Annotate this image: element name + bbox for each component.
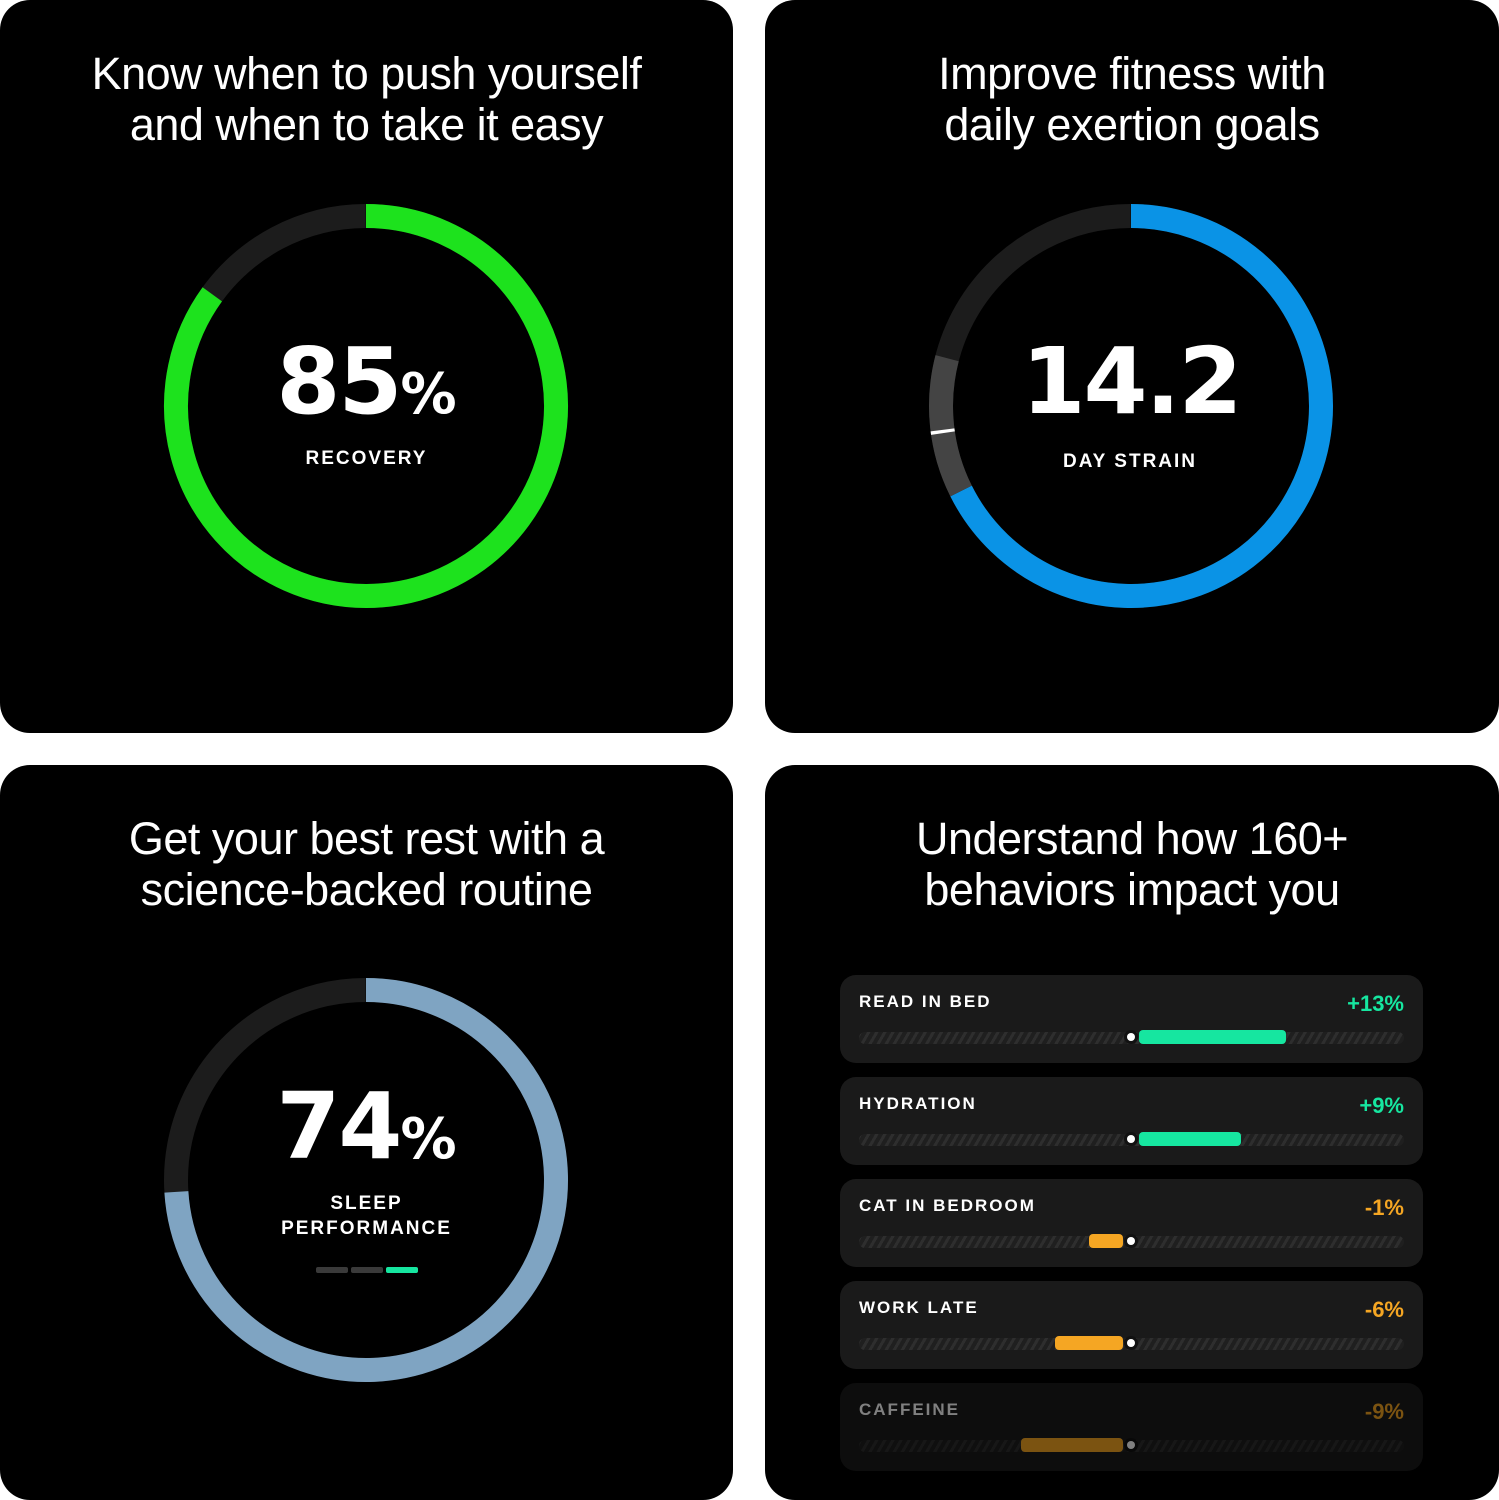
recovery-ring: [163, 204, 568, 608]
ring-progress: [950, 204, 1333, 608]
ring-progress: [164, 978, 568, 1382]
title-line: Know when to push yourself: [91, 48, 642, 99]
ring-progress: [164, 204, 568, 608]
baseline-dot: [1127, 1339, 1135, 1347]
value-unit: %: [400, 1107, 457, 1172]
label-line: PERFORMANCE: [281, 1218, 452, 1239]
behaviors-card: Understand how 160+ behaviors impact you …: [765, 765, 1499, 1500]
baseline-dot: [1127, 1237, 1135, 1245]
value-number: 85: [276, 328, 402, 435]
behavior-name: READ IN BED: [859, 992, 992, 1011]
recovery-card: Know when to push yourself and when to ta…: [0, 0, 733, 733]
title-line: science-backed routine: [140, 864, 593, 915]
title-line: Get your best rest with a: [128, 813, 605, 864]
sleep-label: SLEEP PERFORMANCE: [0, 1191, 733, 1241]
sleep-title: Get your best rest with a science-backed …: [0, 813, 733, 915]
sleep-value: 74%: [0, 1073, 733, 1180]
strain-label: DAY STRAIN: [1062, 451, 1198, 472]
behavior-row: CAFFEINE -9%: [840, 1383, 1423, 1471]
title-line: and when to take it easy: [129, 99, 604, 150]
value-unit: %: [400, 362, 457, 427]
strain-title: Improve fitness with daily exertion goals: [765, 48, 1499, 150]
value-number: 74: [276, 1073, 402, 1180]
behavior-impact: -9%: [1364, 1399, 1404, 1424]
behavior-name: CAFFEINE: [859, 1400, 960, 1419]
title-line: Understand how 160+: [915, 813, 1349, 864]
impact-bar: [1055, 1336, 1123, 1350]
sleep-ring: [163, 978, 568, 1382]
behavior-row: WORK LATE -6%: [840, 1281, 1423, 1369]
impact-bar: [1089, 1234, 1123, 1248]
behavior-impact: +9%: [1359, 1093, 1404, 1118]
behavior-name: HYDRATION: [859, 1094, 977, 1113]
behavior-name: WORK LATE: [859, 1298, 979, 1317]
title-line: behaviors impact you: [924, 864, 1340, 915]
impact-bar: [1139, 1030, 1286, 1044]
strain-ring: [928, 204, 1333, 608]
stage-segment: [351, 1267, 383, 1273]
strain-value: 14.2: [1021, 328, 1243, 435]
stage-segment: [386, 1267, 418, 1273]
behavior-row: CAT IN BEDROOM -1%: [840, 1179, 1423, 1267]
sleep-card: Get your best rest with a science-backed …: [0, 765, 733, 1500]
impact-bar: [1021, 1438, 1123, 1452]
baseline-dot: [1127, 1135, 1135, 1143]
behavior-impact: -6%: [1364, 1297, 1404, 1322]
stage-segment: [316, 1267, 348, 1273]
label-line: SLEEP: [330, 1193, 403, 1214]
recovery-value: 85%: [0, 328, 733, 435]
strain-card: Improve fitness with daily exertion goals…: [765, 0, 1499, 733]
behavior-impact: -1%: [1364, 1195, 1404, 1220]
behavior-name: CAT IN BEDROOM: [859, 1196, 1036, 1215]
recovery-title: Know when to push yourself and when to ta…: [0, 48, 733, 150]
behavior-impact: +13%: [1347, 991, 1404, 1016]
behavior-row: HYDRATION +9%: [840, 1077, 1423, 1165]
title-line: daily exertion goals: [944, 99, 1320, 150]
impact-bar: [1139, 1132, 1241, 1146]
title-line: Improve fitness with: [938, 48, 1326, 99]
behaviors-title: Understand how 160+ behaviors impact you: [765, 813, 1499, 915]
behavior-row: READ IN BED +13%: [840, 975, 1423, 1063]
strain-target-range: [929, 355, 972, 497]
baseline-dot: [1127, 1441, 1135, 1449]
recovery-label: RECOVERY: [305, 448, 428, 469]
baseline-dot: [1127, 1033, 1135, 1041]
